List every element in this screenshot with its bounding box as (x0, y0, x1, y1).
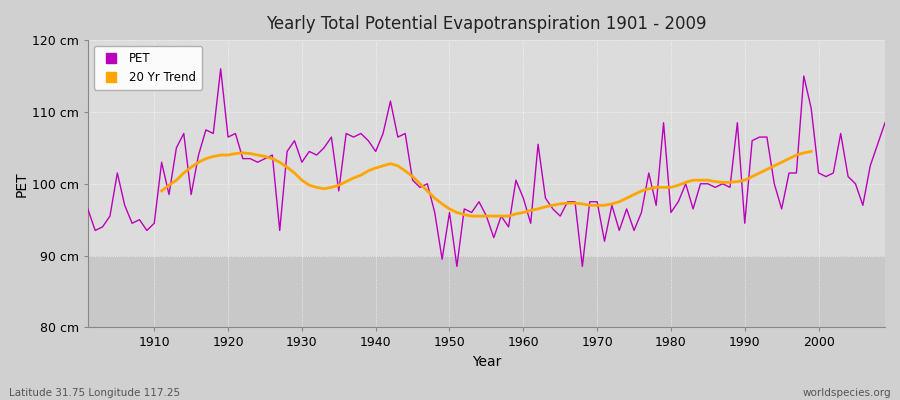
X-axis label: Year: Year (472, 355, 501, 369)
Y-axis label: PET: PET (15, 171, 29, 196)
Title: Yearly Total Potential Evapotranspiration 1901 - 2009: Yearly Total Potential Evapotranspiratio… (266, 15, 706, 33)
Bar (88, 40, 885, 256)
Text: worldspecies.org: worldspecies.org (803, 388, 891, 398)
Bar (88, 256, 885, 328)
Legend: PET, 20 Yr Trend: PET, 20 Yr Trend (94, 46, 202, 90)
Text: Latitude 31.75 Longitude 117.25: Latitude 31.75 Longitude 117.25 (9, 388, 180, 398)
